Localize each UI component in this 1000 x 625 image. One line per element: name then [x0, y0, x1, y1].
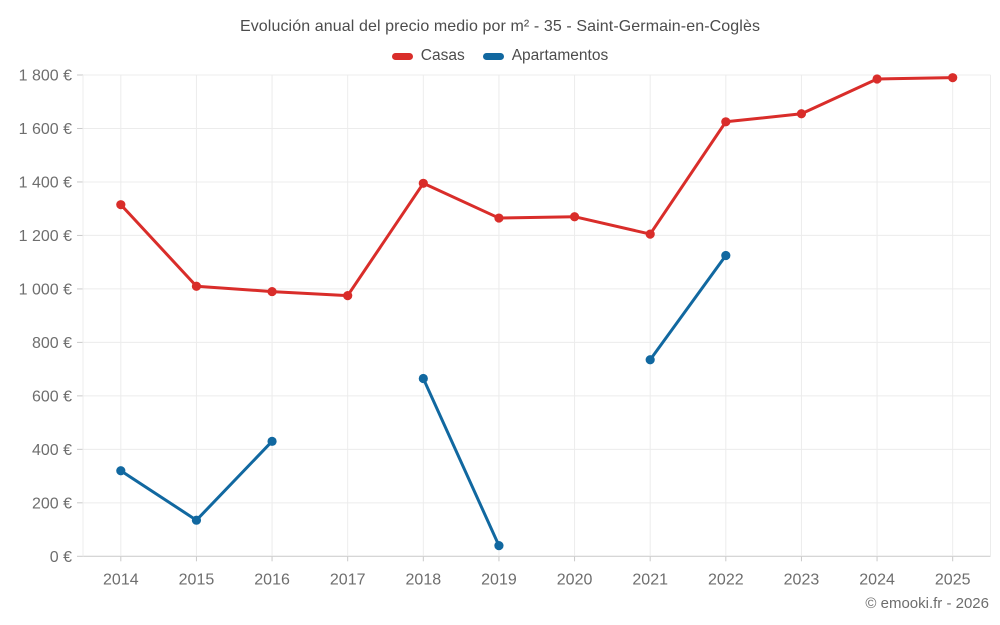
data-point-casas-2022[interactable]	[721, 117, 731, 127]
chart-title: Evolución anual del precio medio por m² …	[239, 18, 761, 35]
chart-legend: Casas Apartamentos	[0, 47, 1000, 65]
y-tick-label: 1 200 €	[19, 228, 72, 245]
data-point-casas-2024[interactable]	[872, 74, 882, 84]
y-tick-label: 400 €	[32, 442, 72, 459]
y-tick-label: 1 600 €	[19, 121, 72, 138]
x-tick-label: 2023	[784, 571, 820, 588]
data-point-apartamentos-2021[interactable]	[645, 355, 655, 365]
copyright-text: © emooki.fr - 2026	[865, 595, 989, 612]
legend-item-casas[interactable]: Casas	[391, 47, 465, 65]
data-point-casas-2014[interactable]	[116, 200, 126, 210]
data-point-apartamentos-2014[interactable]	[116, 466, 126, 476]
y-tick-label: 1 400 €	[19, 174, 72, 191]
legend-swatch-casas-icon	[391, 52, 413, 60]
legend-item-apartamentos[interactable]: Apartamentos	[482, 47, 609, 65]
data-point-casas-2021[interactable]	[645, 229, 655, 239]
data-point-casas-2023[interactable]	[796, 109, 807, 119]
x-tick-label: 2025	[935, 571, 971, 588]
x-tick-label: 2022	[708, 571, 744, 588]
x-tick-label: 2024	[859, 571, 895, 588]
data-point-apartamentos-2015[interactable]	[191, 515, 202, 525]
y-tick-label: 1 000 €	[19, 281, 72, 298]
data-point-casas-2016[interactable]	[267, 286, 277, 297]
data-point-apartamentos-2016[interactable]	[267, 436, 277, 446]
series-line-apartamentos	[648, 253, 728, 362]
x-tick-label: 2017	[330, 571, 366, 588]
data-point-casas-2015[interactable]	[191, 281, 202, 291]
series-line-casas	[119, 76, 955, 298]
data-point-casas-2025[interactable]	[948, 73, 958, 83]
data-point-casas-2019[interactable]	[494, 213, 504, 223]
data-point-apartamentos-2019[interactable]	[494, 541, 504, 551]
data-point-apartamentos-2018[interactable]	[418, 373, 428, 384]
series-line-apartamentos	[421, 376, 501, 548]
x-tick-label: 2016	[254, 571, 290, 588]
legend-swatch-apartamentos-icon	[482, 52, 504, 60]
data-point-casas-2020[interactable]	[569, 212, 580, 222]
legend-item-label: Apartamentos	[511, 47, 609, 64]
x-tick-label: 2020	[557, 571, 593, 588]
y-tick-label: 200 €	[32, 495, 72, 512]
x-tick-label: 2019	[481, 571, 517, 588]
x-tick-label: 2021	[632, 571, 668, 588]
data-point-casas-2018[interactable]	[418, 178, 428, 188]
legend-item-label: Casas	[420, 47, 465, 64]
data-point-casas-2017[interactable]	[343, 290, 353, 301]
y-tick-label: 0 €	[50, 549, 72, 566]
y-tick-label: 800 €	[32, 335, 72, 352]
x-tick-label: 2015	[179, 571, 215, 588]
data-point-apartamentos-2022[interactable]	[721, 250, 731, 261]
x-tick-label: 2014	[103, 571, 139, 588]
y-tick-label: 600 €	[32, 388, 72, 405]
x-tick-label: 2018	[406, 571, 442, 588]
y-tick-label: 1 800 €	[19, 68, 72, 85]
